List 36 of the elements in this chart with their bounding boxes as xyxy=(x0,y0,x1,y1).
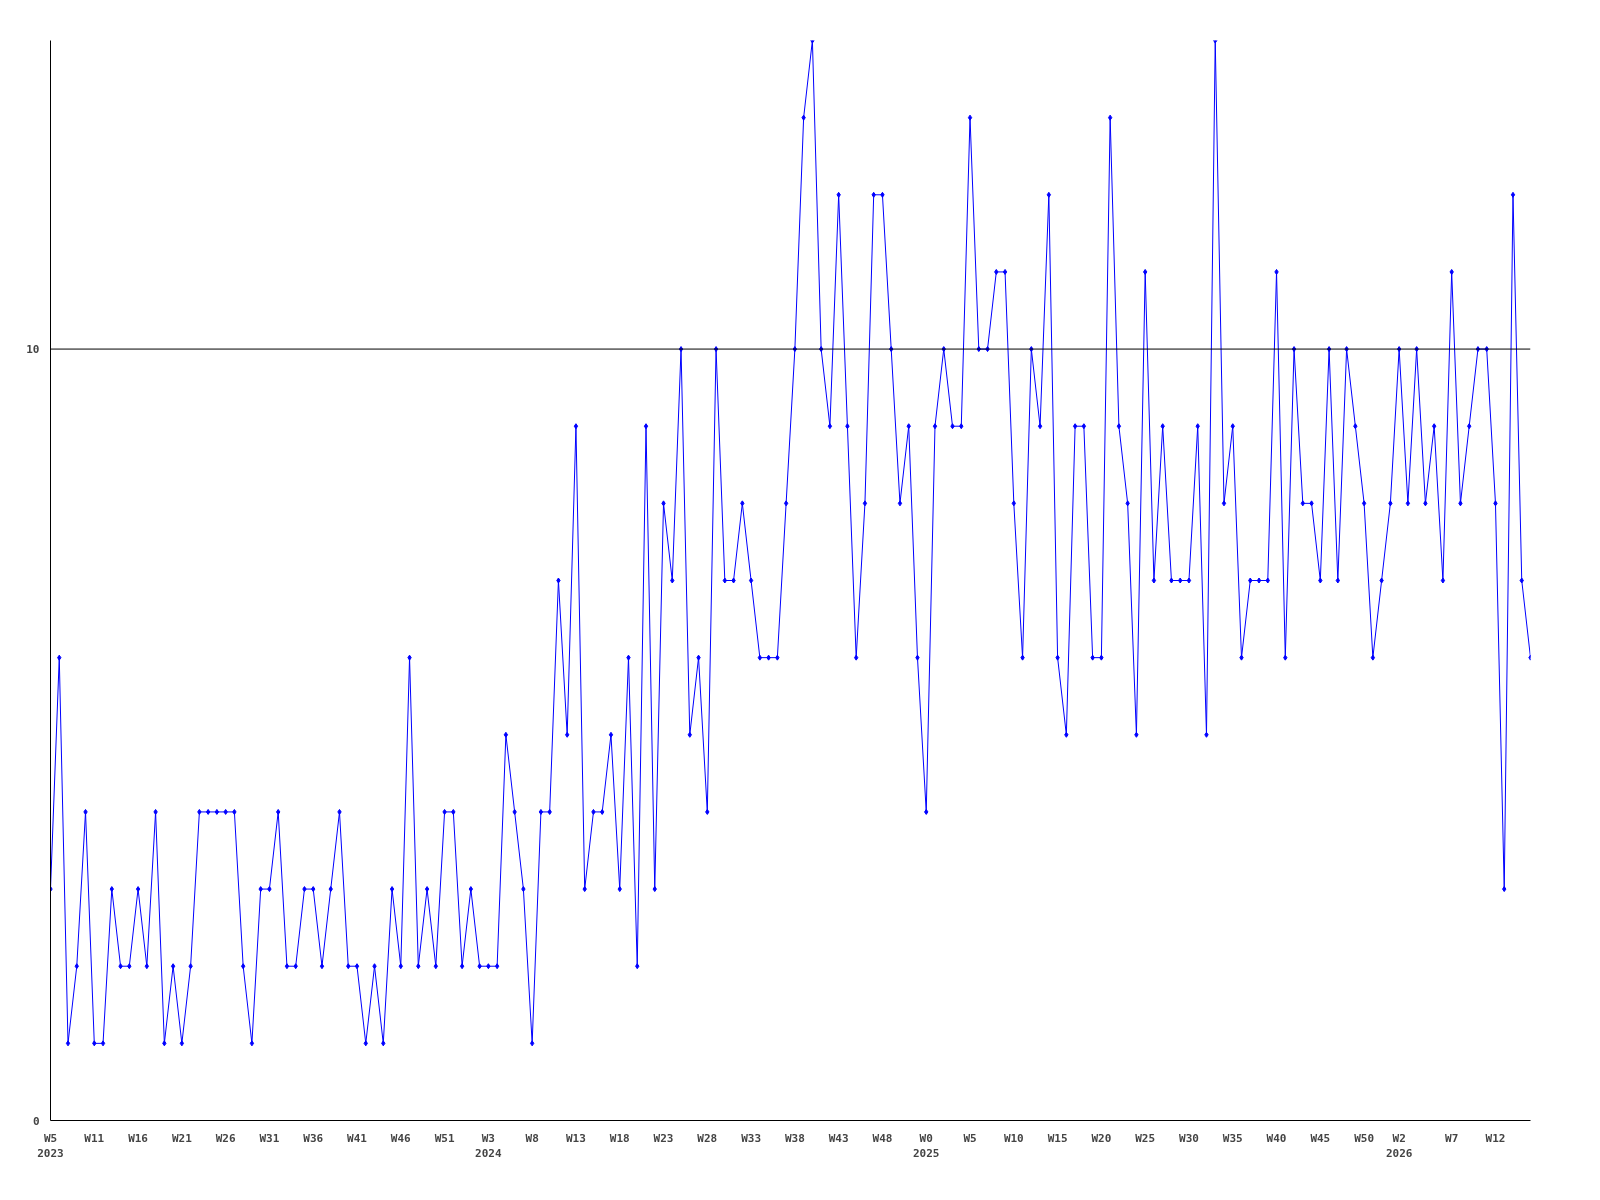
x-tick-label: W51 xyxy=(434,1131,455,1145)
x-tick-label: W18 xyxy=(609,1131,630,1145)
x-tick-label: W13 xyxy=(566,1131,586,1145)
x-tick-label: W12 xyxy=(1485,1131,1506,1145)
x-tick-label: W48 xyxy=(872,1131,893,1145)
x-tick-label: W40 xyxy=(1266,1131,1287,1145)
x-tick-label: W30 xyxy=(1179,1131,1199,1145)
x-tick-label: W2 2026 xyxy=(1385,1131,1413,1161)
x-tick-label: W45 xyxy=(1310,1131,1331,1145)
x-tick-label: W26 xyxy=(215,1131,236,1145)
y-tick-label: 10 xyxy=(26,343,40,357)
x-tick-label: W50 xyxy=(1354,1131,1375,1145)
x-tick-label: W46 xyxy=(390,1131,412,1145)
x-tick-label: W15 xyxy=(1047,1131,1068,1145)
x-tick-label: W8 xyxy=(525,1131,539,1145)
x-tick-label: W5 2023 xyxy=(37,1131,64,1161)
x-tick-label: W3 2024 xyxy=(475,1131,502,1161)
x-tick-label: W38 xyxy=(784,1131,805,1145)
x-tick-label: W16 xyxy=(128,1131,149,1145)
x-tick-label: W5 xyxy=(963,1131,977,1145)
x-tick-label: W0 2025 xyxy=(912,1131,940,1161)
x-tick-label: W31 xyxy=(259,1131,280,1145)
x-tick-label: W28 xyxy=(697,1131,718,1145)
x-tick-label: W11 xyxy=(84,1131,105,1145)
x-tick-label: W33 xyxy=(741,1131,762,1145)
x-tick-label: W20 xyxy=(1091,1131,1112,1145)
x-tick-label: W36 xyxy=(303,1131,324,1145)
x-tick-label: W25 xyxy=(1135,1131,1156,1145)
x-tick-label: W23 xyxy=(653,1131,674,1145)
x-tick-label: W10 xyxy=(1003,1131,1024,1145)
y-tick-label: 0 xyxy=(32,1114,40,1128)
x-tick-label: W35 xyxy=(1222,1131,1243,1145)
x-tick-label: W7 xyxy=(1445,1131,1459,1145)
x-tick-label: W41 xyxy=(347,1131,368,1145)
x-tick-label: W21 xyxy=(171,1131,193,1145)
x-tick-label: W43 xyxy=(828,1131,849,1145)
